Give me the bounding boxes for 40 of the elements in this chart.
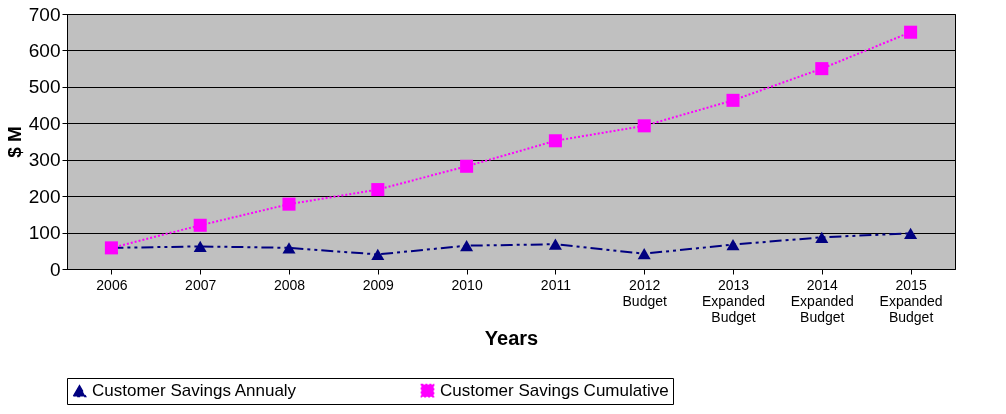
y-tick-label: 400 (28, 112, 61, 134)
point (904, 227, 918, 239)
point (460, 240, 474, 252)
x-tick-label: 2014 Expanded Budget (790, 276, 854, 325)
point (637, 119, 651, 133)
y-tick-label: 0 (49, 258, 61, 280)
point (282, 197, 296, 211)
point (282, 242, 296, 254)
x-tick-label: 2009 (362, 276, 395, 293)
point (460, 159, 474, 173)
point (904, 25, 918, 39)
legend-label: Customer Savings Annualy (92, 381, 297, 401)
point (815, 231, 829, 243)
point (726, 238, 740, 251)
point (371, 248, 385, 261)
point (193, 218, 207, 232)
point (637, 248, 651, 260)
x-tick-label: 2011 (540, 276, 572, 293)
point (548, 134, 562, 148)
x-tick-label: 2008 (273, 276, 306, 293)
y-tick-label: 600 (28, 39, 61, 61)
point (371, 183, 385, 197)
y-tick-label: 500 (28, 76, 61, 98)
x-tick-label: 2006 (96, 276, 128, 293)
y-tick-label: 100 (28, 222, 61, 244)
point (726, 93, 740, 107)
x-tick-label: 2010 (451, 276, 483, 293)
y-tick-label: 300 (28, 149, 61, 171)
x-tick-label: 2012 Budget (622, 276, 667, 309)
y-tick-label: 200 (28, 185, 61, 207)
point (548, 238, 562, 250)
y-tick-label: 700 (28, 3, 61, 25)
y-axis-title: $ M (3, 126, 25, 158)
x-tick-label: 2015 Expanded Budget (879, 276, 943, 325)
x-axis-title: Years (484, 326, 539, 349)
legend-label: Customer Savings Cumulative (440, 380, 669, 400)
x-tick-label: 2013 Expanded Budget (701, 276, 766, 325)
point (193, 240, 207, 253)
x-tick-label: 2007 (185, 276, 217, 293)
point (815, 62, 829, 76)
